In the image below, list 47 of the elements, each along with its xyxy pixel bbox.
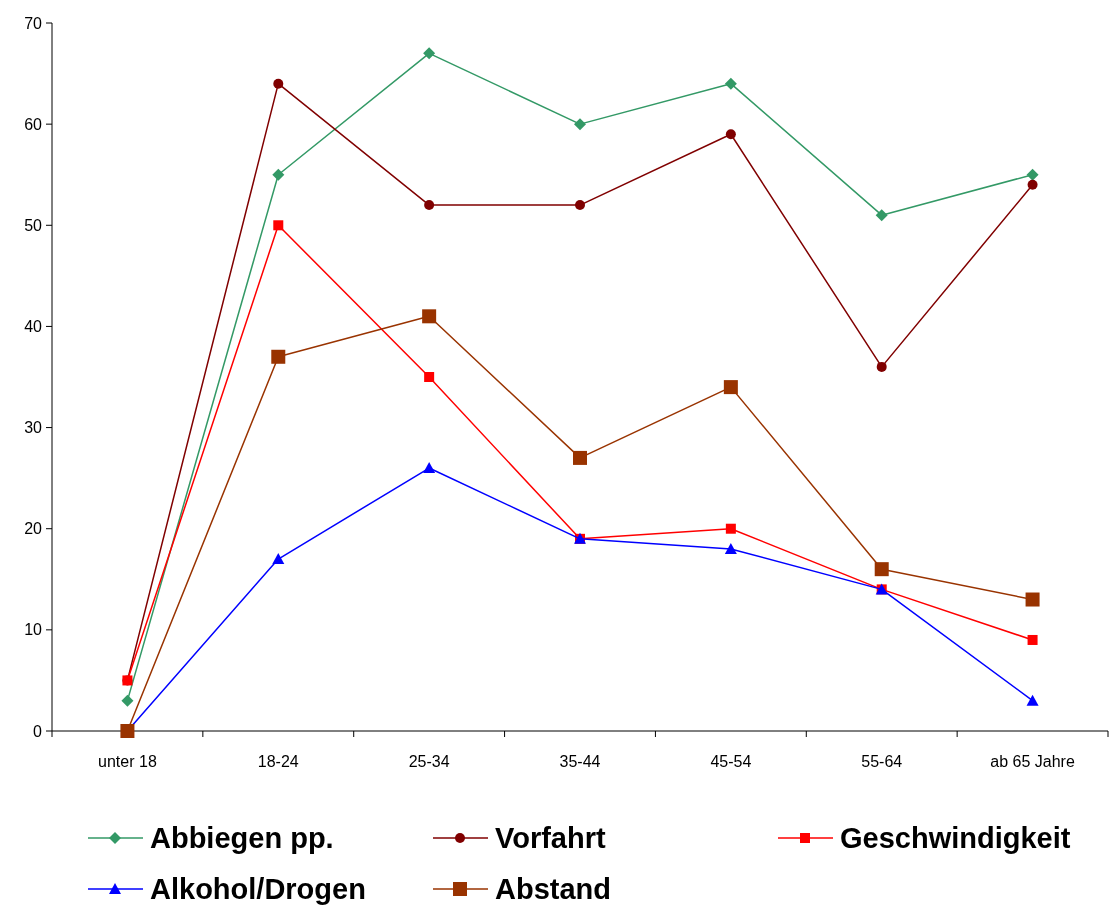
point: [725, 129, 736, 140]
point: [424, 200, 435, 211]
point: [272, 168, 285, 181]
point: [271, 349, 286, 364]
point: [724, 542, 737, 554]
point: [1026, 694, 1039, 706]
y-tick-label: 50: [24, 216, 43, 234]
y-tick-label: 10: [24, 621, 43, 639]
point: [273, 78, 284, 89]
x-tick-label: 25-34: [408, 753, 450, 770]
point: [121, 694, 134, 707]
point: [575, 200, 585, 211]
y-tick-label: 30: [24, 419, 43, 437]
legend-label: Abstand: [495, 873, 611, 906]
point: [423, 47, 436, 60]
point: [1025, 592, 1040, 607]
x-tick-label: 55-64: [861, 753, 903, 770]
point: [724, 77, 737, 90]
point: [1026, 168, 1039, 181]
point: [422, 309, 437, 324]
point: [573, 450, 587, 465]
point: [574, 118, 586, 131]
x-tick-label: 35-44: [559, 753, 601, 770]
y-tick-label: 20: [24, 520, 43, 538]
x-tick-label: ab 65 Jahre: [990, 753, 1075, 770]
point: [423, 462, 436, 474]
y-tick-label: 40: [24, 318, 43, 336]
point: [1027, 634, 1038, 645]
legend-label: Abbiegen pp.: [150, 822, 334, 855]
point: [1027, 179, 1038, 190]
point: [874, 562, 889, 577]
x-tick-label: 45-54: [710, 753, 752, 770]
legend-label: Alkohol/Drogen: [150, 873, 366, 906]
point: [723, 380, 738, 395]
point: [273, 220, 284, 231]
y-tick-label: 0: [33, 722, 43, 740]
point: [875, 209, 888, 222]
x-tick-label: unter 18: [98, 753, 157, 770]
y-tick-label: 70: [24, 14, 43, 32]
legend-label: Vorfahrt: [495, 822, 606, 855]
point: [725, 523, 736, 534]
legend-label: Geschwindigkeit: [840, 822, 1071, 855]
point: [424, 372, 435, 382]
point: [876, 361, 887, 372]
point: [272, 553, 285, 565]
y-tick-label: 60: [24, 115, 43, 133]
x-tick-label: 18-24: [257, 753, 299, 770]
